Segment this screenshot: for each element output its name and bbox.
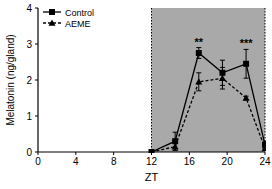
chart: 0123404812162024ZTMelatonin (ng/gland)**…: [0, 0, 272, 189]
x-tick-label: 16: [184, 156, 196, 167]
x-tick-label: 8: [111, 156, 117, 167]
x-tick: [75, 152, 76, 155]
point: [219, 75, 226, 81]
x-tick-label: 4: [73, 156, 79, 167]
y-tick-label: 2: [26, 75, 32, 86]
error-bar: [173, 143, 178, 150]
x-tick: [189, 152, 190, 155]
legend-label: Control: [65, 8, 94, 18]
x-tick: [265, 152, 266, 155]
error-bar: [196, 73, 201, 91]
point: [148, 149, 155, 154]
y-tick: [35, 80, 38, 81]
series-line: [152, 53, 266, 152]
dark-phase: [152, 8, 266, 152]
error-bar: [196, 48, 201, 59]
annotation: **: [195, 36, 204, 48]
phase-boundary: [265, 8, 266, 152]
x-axis-label: ZT: [145, 171, 159, 183]
point: [196, 50, 202, 56]
series-line: [152, 78, 266, 152]
error-bar: [220, 67, 225, 89]
error-bar: [173, 132, 178, 150]
y-tick: [35, 44, 38, 45]
y-tick: [35, 116, 38, 117]
y-tick-label: 0: [26, 147, 32, 158]
y-tick: [35, 8, 38, 9]
x-tick: [113, 152, 114, 155]
data-group: [148, 48, 266, 153]
phase-boundary: [151, 8, 152, 152]
point: [172, 143, 179, 149]
point: [243, 61, 249, 67]
legend-marker: [49, 9, 55, 15]
legend-label: AEME: [65, 19, 91, 29]
y-tick-label: 3: [26, 39, 32, 50]
x-tick-label: 0: [35, 156, 41, 167]
y-tick-label: 1: [26, 111, 32, 122]
y-tick-label: 4: [26, 3, 32, 14]
x-tick: [38, 152, 39, 155]
x-tick-label: 12: [146, 156, 158, 167]
x-tick-label: 20: [222, 156, 234, 167]
legend-marker: [49, 20, 56, 26]
point: [243, 95, 250, 101]
x-tick: [227, 152, 228, 155]
x-tick-label: 24: [259, 156, 271, 167]
error-bar: [244, 49, 249, 78]
y-axis-label: Melatonin (ng/gland): [5, 34, 16, 125]
point: [195, 78, 202, 84]
annotation: ***: [240, 37, 254, 49]
point: [262, 145, 267, 151]
